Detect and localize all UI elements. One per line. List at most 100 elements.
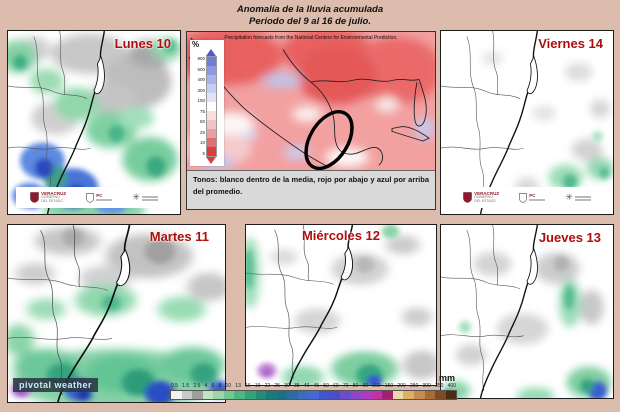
anomaly-scale-segment xyxy=(206,111,216,120)
panel-anomaly-map: Precipitation forecasts from the Nationa… xyxy=(186,31,436,210)
pc-shield-icon xyxy=(86,192,95,203)
anomaly-scale-tick: 600 xyxy=(197,66,205,72)
colorbar-tick: 8 xyxy=(218,383,222,389)
colorbar-tick: 0.5 xyxy=(171,383,178,389)
anomaly-scale-tick: 75 xyxy=(199,108,205,114)
day-label-viernes: Viernes 14 xyxy=(538,36,603,51)
panel-jueves-13: Jueves 13 xyxy=(440,224,614,399)
colorbar-cell xyxy=(371,391,383,399)
colorbar-tick: 90 xyxy=(362,383,369,389)
colorbar-cell xyxy=(382,391,393,399)
percent-label: % xyxy=(192,40,200,49)
colorbar-cell xyxy=(424,391,436,399)
colorbar-tick: 22 xyxy=(264,383,271,389)
anomaly-scale-segment xyxy=(206,147,216,156)
veracruz-shield-icon xyxy=(463,192,472,203)
title-line2: Periodo del 9 al 16 de julio. xyxy=(249,16,371,28)
logo-text-bar xyxy=(574,195,591,198)
colorbar-cell xyxy=(403,391,414,399)
colorbar-tick: 150 xyxy=(384,383,394,389)
sun-emblem-icon: ✳ xyxy=(132,192,140,202)
page-title: Anomalía de la lluvia acumulada Periodo … xyxy=(0,4,620,29)
colorbar-cell xyxy=(276,391,288,399)
anomaly-scale-tick: 150 xyxy=(197,98,205,103)
anomaly-scale-segment xyxy=(206,57,216,66)
pc-shield-icon xyxy=(519,192,528,203)
colorbar-cell xyxy=(171,391,182,399)
colorbar-tick: 35 xyxy=(293,383,300,389)
anomaly-scale-tick: 50 xyxy=(199,119,205,124)
precip-colorbar: mm 0.5 1.5 2.5 4 6 8 10 13 16 19 22 25 30 35 40 45 50 60 7… xyxy=(170,373,457,400)
colorbar-tick: 30 xyxy=(284,383,290,389)
logo-text-bar xyxy=(529,199,546,202)
panel-viernes-14: Viernes 14 VERACRUZ GOBIERNO DEL ESTADO … xyxy=(440,30,614,215)
colorbar-cell xyxy=(192,391,203,399)
colorbar-cells xyxy=(170,390,457,400)
anomaly-scale-segment xyxy=(206,93,216,102)
logos-strip: VERACRUZ GOBIERNO DEL ESTADO PC ✳ xyxy=(449,187,605,208)
veracruz-shield-icon xyxy=(30,192,39,203)
colorbar-cell xyxy=(318,391,330,399)
logo-emblem: ✳ xyxy=(565,193,591,202)
colorbar-tick: 100 xyxy=(372,383,381,389)
colorbar-tick: 200 xyxy=(397,383,406,389)
anomaly-scale-segment xyxy=(206,138,216,147)
colorbar-cell xyxy=(308,391,319,399)
colorbar-tick: 70 xyxy=(342,383,349,389)
colorbar-tick: 50 xyxy=(323,383,329,389)
logo-text-bar xyxy=(574,198,591,201)
colorbar-cell xyxy=(266,391,277,399)
colorbar-cell xyxy=(287,391,298,399)
map-miercoles-12 xyxy=(246,225,436,385)
logos-strip: VERACRUZ GOBIERNO DEL ESTADO PC ✳ xyxy=(16,187,172,208)
colorbar-tick: 60 xyxy=(333,383,339,389)
logo-text-bar xyxy=(96,199,113,202)
colorbar-cell xyxy=(361,391,372,399)
colorbar-cell xyxy=(202,391,214,399)
colorbar-tick: 16 xyxy=(245,383,251,389)
colorbar-cell xyxy=(329,391,340,399)
map-viernes-14 xyxy=(441,31,613,214)
anomaly-scale-segment xyxy=(206,84,216,93)
colorbar-cell xyxy=(255,391,267,399)
title-line1: Anomalía de la lluvia acumulada xyxy=(236,4,384,15)
panel-miercoles-12: Miércoles 12 xyxy=(245,224,437,386)
colorbar-cell xyxy=(392,391,404,399)
colorbar-tick: 25 xyxy=(274,383,280,389)
colorbar-cell xyxy=(223,391,235,399)
map-martes-11 xyxy=(8,225,225,402)
colorbar-tick: 350 xyxy=(435,383,444,389)
colorbar-unit-label: mm xyxy=(438,373,455,383)
anomaly-scale-tick: 300 xyxy=(197,87,205,93)
colorbar-tick: 6 xyxy=(211,383,215,389)
colorbar-cell xyxy=(181,391,193,399)
colorbar-cell xyxy=(213,391,224,399)
colorbar-cell xyxy=(340,391,351,399)
panel-martes-11: Martes 11 pivotal weather xyxy=(7,224,226,403)
anomaly-scale-tick: 800 xyxy=(197,56,205,61)
anomaly-caption: Tonos: blanco dentro de la media, rojo p… xyxy=(187,170,435,209)
anomaly-scale-tick: 5 xyxy=(202,150,205,156)
anomaly-scale-ticks: 800 600 400 300 150 75 50 25 10 5 xyxy=(192,56,205,156)
colorbar-tick: 19 xyxy=(254,383,261,389)
colorbar-tick: 45 xyxy=(313,383,320,389)
logo-text-bar xyxy=(141,198,158,201)
anomaly-map-area: Precipitation forecasts from the Nationa… xyxy=(187,32,435,170)
day-label-jueves: Jueves 13 xyxy=(538,230,601,245)
logo-veracruz: VERACRUZ GOBIERNO DEL ESTADO xyxy=(30,191,66,204)
anomaly-scale-segment xyxy=(206,102,216,111)
day-label-martes: Martes 11 xyxy=(149,229,209,244)
logo-veracruz: VERACRUZ GOBIERNO DEL ESTADO xyxy=(463,191,499,204)
colorbar-cell xyxy=(413,391,425,399)
logo-text-bar xyxy=(141,195,158,198)
anomaly-scale-tick: 10 xyxy=(199,140,205,145)
colorbar-tick: 4 xyxy=(204,383,208,389)
logo-proteccion-civil: PC xyxy=(519,192,546,203)
colorbar-tick: 250 xyxy=(409,383,419,389)
colorbar-tick: 13 xyxy=(235,383,241,389)
logo-emblem: ✳ xyxy=(132,193,158,202)
colorbar-cell xyxy=(350,391,362,399)
colorbar-tick: 1.5 xyxy=(182,383,190,389)
scale-arrow-down-icon xyxy=(206,157,216,164)
